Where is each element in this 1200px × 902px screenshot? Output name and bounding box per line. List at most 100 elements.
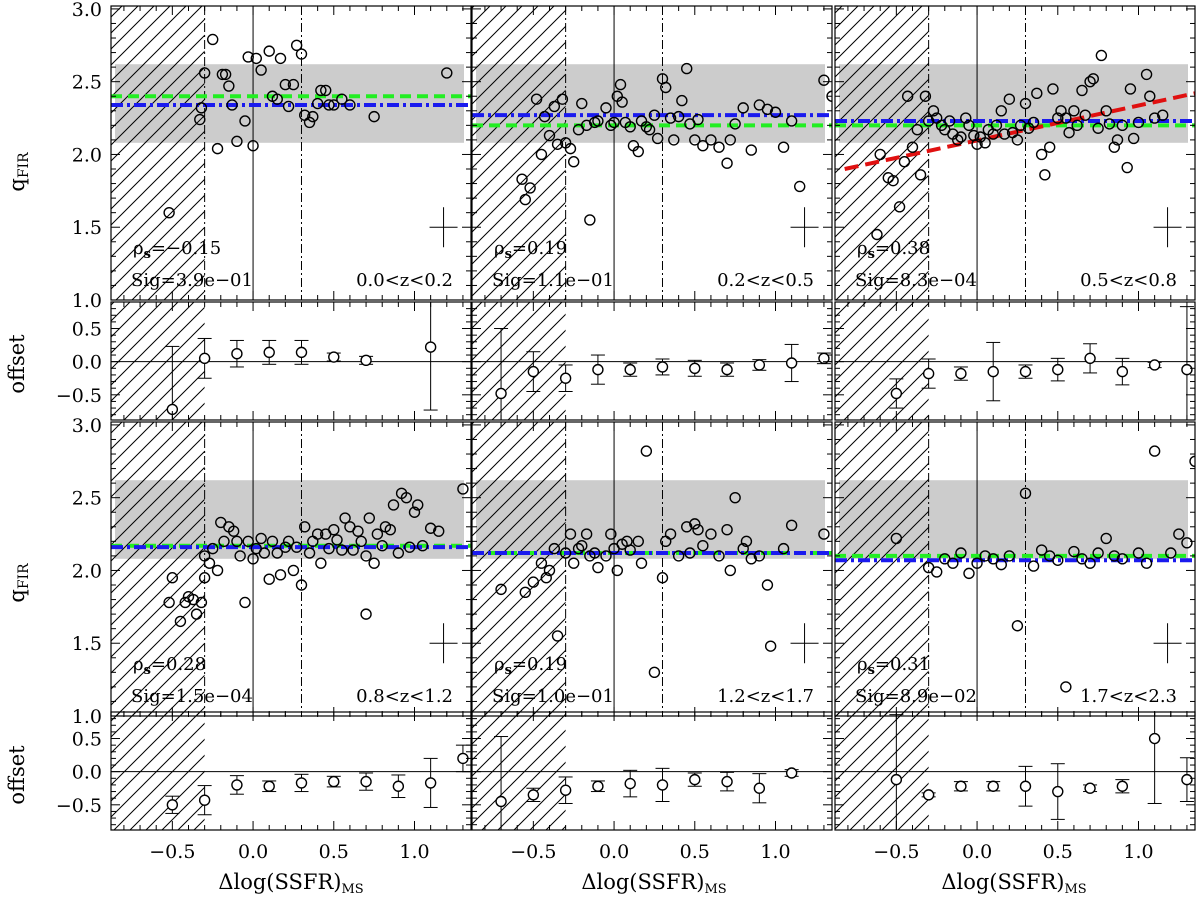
data-point [328,524,340,536]
offset-point [231,779,243,791]
offset-hatch [472,712,566,830]
data-point [1011,620,1024,632]
offset-plot-area [111,712,471,830]
offset-point [592,780,604,792]
significance-label: Sig=1.0e−01 [492,686,614,707]
data-point [605,119,617,132]
offset-frame [110,301,472,421]
rho-label: ρs=0.19 [494,238,567,262]
data-point [890,532,903,545]
offset-hatch [835,302,929,420]
data-point [1060,112,1072,124]
data-point [231,535,243,548]
data-point [1079,109,1091,121]
offset-panel-5: −0.5 0.0 0.5 1.0 [471,711,833,863]
data-point [1108,141,1120,153]
offset-point [721,363,733,376]
offset-plot-area [472,302,832,420]
offset-point [689,773,701,786]
data-point [516,173,528,185]
data-point [282,100,295,113]
data-point [998,128,1011,140]
data-point [198,67,211,79]
panel-2: ρs=0.19 Sig=1.1e−01 0.2<z<0.5 [471,5,833,301]
data-point [524,182,536,194]
data-point [600,550,612,562]
data-point [576,97,588,110]
data-point [692,524,704,536]
data-point [1027,560,1040,572]
x-tick-label: −0.5 [873,841,919,863]
data-point [360,550,372,562]
data-point [684,547,696,559]
data-point [387,499,400,511]
data-point [995,558,1007,571]
data-point [1052,112,1064,124]
data-point [1071,119,1083,132]
data-point [681,521,693,533]
offset-point [656,779,669,791]
data-point [588,547,601,559]
data-point [279,78,292,91]
data-point [874,148,886,161]
data-point [1092,547,1104,559]
data-point [179,596,191,609]
panel-1: 1.0 1.5 2.0 2.5 3.0 ρs=−0.15 Sig=3.9e−01 0.0<z<… [72,0,472,312]
panel-frame [471,421,833,717]
panel-plot-area [472,422,832,716]
offset-point [955,780,967,792]
data-point [697,140,709,152]
offset-point [1148,732,1161,745]
offset-panel-4: −0.5 0.0 0.5 −0.5 0.0 0.5 1.0 [56,711,472,863]
data-point [271,547,283,559]
redshift-range-label: 1.2<z<1.7 [717,686,814,707]
data-point [643,124,656,136]
data-point [931,566,943,578]
data-point [705,528,717,540]
data-point [664,528,677,540]
data-point [190,608,203,620]
data-point [328,99,340,111]
data-point [656,572,669,584]
data-point [955,547,967,559]
offset-point [559,372,572,384]
offset-point [295,346,308,359]
data-point [692,113,704,126]
data-point [239,115,251,127]
data-point [724,134,736,146]
data-point [614,78,627,91]
data-point [713,550,725,562]
data-point [1076,84,1088,97]
data-point [1132,547,1145,559]
data-point [611,564,623,577]
data-point [584,214,596,226]
data-point [295,48,308,60]
data-point [616,96,628,108]
data-point [271,93,283,105]
data-point [433,525,445,537]
excluded-region-hatch [472,422,566,716]
data-point [777,542,790,555]
data-point [1068,105,1080,117]
offset-point [328,775,340,788]
panel-5: ρs=0.19 Sig=1.0e−01 1.2<z<1.7 [471,421,833,717]
data-point [239,596,251,609]
data-point [303,116,316,129]
data-point [1084,75,1096,88]
offset-hatch [835,712,929,830]
data-point [290,541,303,553]
data-point [1148,112,1161,124]
data-point [592,561,604,574]
data-point [1003,93,1016,105]
data-point [320,84,332,97]
y-tick-label: 1.5 [72,633,102,655]
data-point [955,131,967,143]
x-tick-label: 0.5 [1043,841,1073,863]
x-tick-label: −0.5 [149,841,195,863]
data-point [1116,119,1129,132]
data-point [971,557,983,569]
data-point [987,553,999,565]
data-point [1100,105,1112,117]
data-point [247,140,259,152]
x-tick-label: 0.0 [962,841,992,863]
